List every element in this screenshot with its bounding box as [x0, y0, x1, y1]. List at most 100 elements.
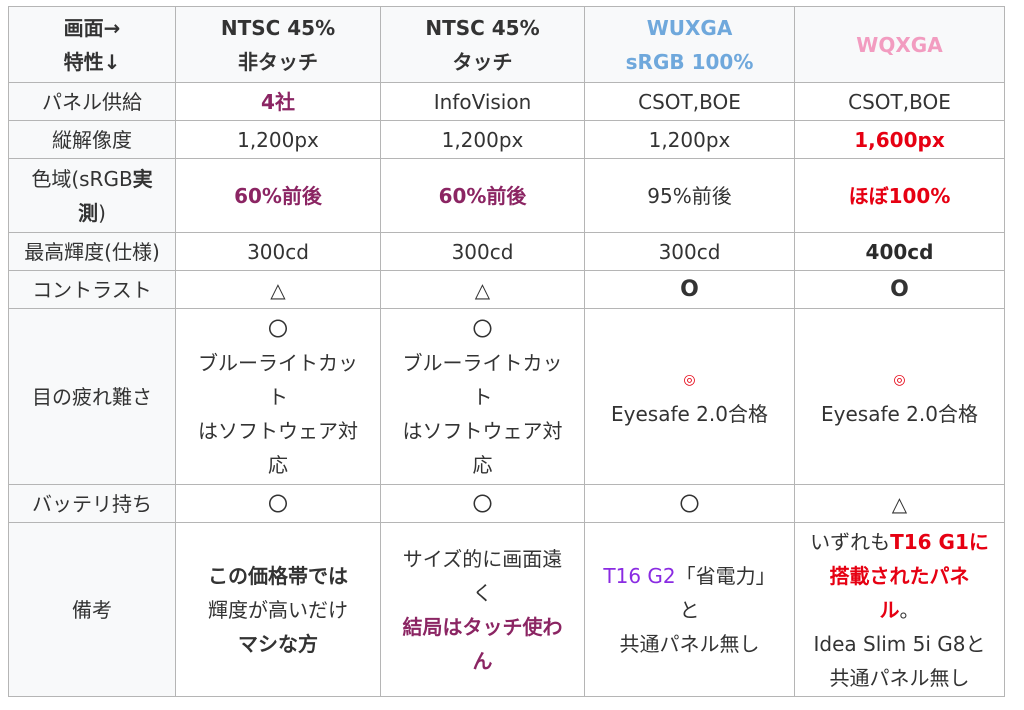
col-header-ntsc-nontouch: NTSC 45% 非タッチ	[175, 6, 381, 83]
row-brightness: 最高輝度(仕様) 300cd 300cd 300cd 400cd	[8, 232, 1005, 271]
row-label-eye: 目の疲れ難さ	[8, 308, 176, 485]
cell-notes-c4: いずれもT16 G1に 搭載されたパネ ル。 Idea Slim 5i G8と …	[794, 522, 1005, 697]
eye-c1-l2: ト	[268, 384, 288, 409]
row-label-notes: 備考	[8, 522, 176, 697]
cell-gamut-c3: 95%前後	[584, 158, 795, 233]
corner-header: 画面→ 特性↓	[8, 6, 176, 83]
cell-brightness-c3: 300cd	[584, 232, 795, 271]
cell-contrast-c2: △	[380, 270, 585, 309]
gamut-label-a: 色域(sRGB	[31, 166, 133, 191]
notes-c4-l1a: いずれも	[810, 529, 891, 554]
col-header-ntsc-touch: NTSC 45% タッチ	[380, 6, 585, 83]
eye-c1-l4: 応	[268, 452, 288, 477]
col3-line1: WUXGA	[646, 15, 733, 40]
row-label-contrast: コントラスト	[8, 270, 176, 309]
cell-notes-c1: この価格帯では 輝度が高いだけ マシな方	[175, 522, 381, 697]
eye-c2-l4: 応	[472, 452, 493, 477]
eye-c2-l3: はソフトウェア対	[402, 418, 563, 443]
cell-eye-c1: 〇 ブルーライトカッ ト はソフトウェア対 応	[175, 308, 381, 485]
row-notes: 備考 この価格帯では 輝度が高いだけ マシな方 サイズ的に画面遠 く 結局はタッ…	[8, 522, 1005, 697]
col2-line2: タッチ	[452, 49, 513, 74]
col4-label: WQXGA	[856, 32, 943, 57]
cell-notes-c2: サイズ的に画面遠 く 結局はタッチ使わ ん	[380, 522, 585, 697]
notes-c4-l5: 共通パネル無し	[829, 665, 970, 690]
cell-notes-c3: T16 G2「省電力」 と 共通パネル無し	[584, 522, 795, 697]
eye-c1-l1: ブルーライトカッ	[198, 350, 358, 375]
cell-panel-c2: InfoVision	[380, 82, 585, 121]
eye-c2-mark: 〇	[472, 316, 493, 341]
gamut-label-b: 実	[132, 166, 153, 191]
notes-c2-l3: 結局はタッチ使わ	[402, 614, 563, 639]
notes-c3-model: T16 G2	[603, 563, 676, 588]
gamut-label-c: 測	[78, 200, 99, 225]
cell-battery-c2: 〇	[380, 484, 585, 523]
cell-contrast-c4: O	[794, 270, 1005, 309]
corner-line1: 画面→	[63, 15, 121, 40]
cell-brightness-c4: 400cd	[794, 232, 1005, 271]
cell-resolution-c3: 1,200px	[584, 120, 795, 159]
notes-c1-l3: マシな方	[238, 631, 318, 656]
row-label-battery: バッテリ持ち	[8, 484, 176, 523]
row-battery: バッテリ持ち 〇 〇 〇 △	[8, 484, 1005, 523]
notes-c4-l3a: ル	[879, 597, 900, 622]
corner-line2: 特性↓	[63, 49, 121, 74]
notes-c2-l4: ん	[472, 648, 493, 673]
row-label-resolution: 縦解像度	[8, 120, 176, 159]
col2-line1: NTSC 45%	[425, 15, 540, 40]
row-contrast: コントラスト △ △ O O	[8, 270, 1005, 309]
cell-battery-c4: △	[794, 484, 1005, 523]
notes-c2-l1: サイズ的に画面遠	[402, 546, 563, 571]
gamut-label-d: )	[98, 200, 106, 225]
notes-c4-l4: Idea Slim 5i G8と	[813, 631, 986, 656]
notes-c3-l1: 「省電力」	[675, 563, 776, 588]
eye-c3-text: Eyesafe 2.0合格	[611, 401, 768, 426]
cell-gamut-c1: 60%前後	[175, 158, 381, 233]
cell-eye-c2: 〇 ブルーライトカッ ト はソフトウェア対 応	[380, 308, 585, 485]
eye-c1-mark: 〇	[268, 316, 288, 341]
cell-contrast-c3: O	[584, 270, 795, 309]
cell-brightness-c1: 300cd	[175, 232, 381, 271]
notes-c2-l2: く	[472, 580, 493, 605]
header-row: 画面→ 特性↓ NTSC 45% 非タッチ NTSC 45% タッチ WUXGA…	[8, 6, 1005, 83]
cell-resolution-c1: 1,200px	[175, 120, 381, 159]
row-panel: パネル供給 4社 InfoVision CSOT,BOE CSOT,BOE	[8, 82, 1005, 121]
col-header-wqxga: WQXGA	[794, 6, 1005, 83]
cell-gamut-c2: 60%前後	[380, 158, 585, 233]
notes-c3-l3: 共通パネル無し	[619, 631, 760, 656]
notes-c3-l2: と	[679, 597, 700, 622]
eye-c3-mark: ◎	[683, 371, 696, 388]
notes-c1-l2: 輝度が高いだけ	[208, 597, 348, 622]
row-resolution: 縦解像度 1,200px 1,200px 1,200px 1,600px	[8, 120, 1005, 159]
row-label-panel: パネル供給	[8, 82, 176, 121]
cell-battery-c1: 〇	[175, 484, 381, 523]
cell-eye-c3: ◎ Eyesafe 2.0合格	[584, 308, 795, 485]
cell-panel-c3: CSOT,BOE	[584, 82, 795, 121]
cell-resolution-c4: 1,600px	[794, 120, 1005, 159]
notes-c1-l1: この価格帯では	[208, 563, 348, 588]
row-label-brightness: 最高輝度(仕様)	[8, 232, 176, 271]
eye-c1-l3: はソフトウェア対	[198, 418, 358, 443]
eye-c4-text: Eyesafe 2.0合格	[821, 401, 978, 426]
cell-resolution-c2: 1,200px	[380, 120, 585, 159]
cell-contrast-c1: △	[175, 270, 381, 309]
eye-c2-l2: ト	[472, 384, 493, 409]
eye-c2-l1: ブルーライトカッ	[402, 350, 563, 375]
row-gamut: 色域(sRGB実 測) 60%前後 60%前後 95%前後 ほぼ100%	[8, 158, 1005, 233]
row-label-gamut: 色域(sRGB実 測)	[8, 158, 176, 233]
spec-comparison-table: 画面→ 特性↓ NTSC 45% 非タッチ NTSC 45% タッチ WUXGA…	[8, 6, 1005, 697]
cell-panel-c4: CSOT,BOE	[794, 82, 1005, 121]
cell-battery-c3: 〇	[584, 484, 795, 523]
notes-c4-l2: 搭載されたパネ	[829, 563, 970, 588]
notes-c4-l1b: T16 G1に	[890, 529, 989, 554]
cell-gamut-c4: ほぼ100%	[794, 158, 1005, 233]
eye-c4-mark: ◎	[893, 371, 906, 388]
col-header-wuxga: WUXGA sRGB 100%	[584, 6, 795, 83]
notes-c4-l3b: 。	[899, 597, 920, 622]
col1-line1: NTSC 45%	[220, 15, 336, 40]
col1-line2: 非タッチ	[238, 49, 318, 74]
cell-brightness-c2: 300cd	[380, 232, 585, 271]
cell-panel-c1: 4社	[175, 82, 381, 121]
col3-line2: sRGB 100%	[625, 49, 754, 74]
row-eye: 目の疲れ難さ 〇 ブルーライトカッ ト はソフトウェア対 応 〇 ブルーライトカ…	[8, 308, 1005, 485]
cell-eye-c4: ◎ Eyesafe 2.0合格	[794, 308, 1005, 485]
